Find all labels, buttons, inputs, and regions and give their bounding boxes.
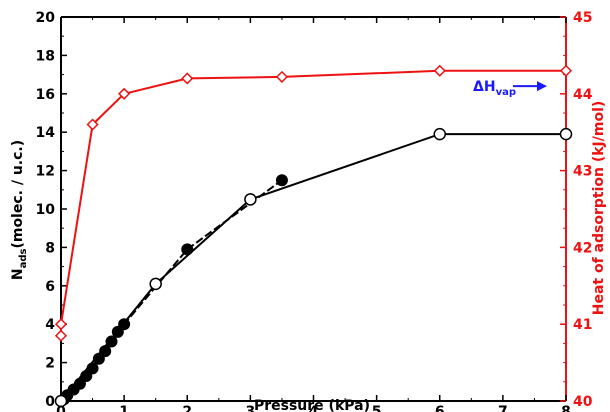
adsorption-point-open [559,127,573,141]
heat-point-diamond [275,70,288,83]
heat-point-diamond [54,318,68,331]
adsorption-point-filled [73,377,86,390]
y-tick-label: 10 [36,202,56,218]
y-tick-label: 14 [36,125,56,141]
delta-h-label-subscript: vap [496,87,516,98]
delta-h-label-main: ΔH [473,79,496,95]
adsorption-open-line [60,133,566,402]
adsorption-point-filled [181,243,194,256]
axis-ticks [60,16,567,402]
heat-of-adsorption-line [60,69,566,336]
x-tick-label: 3 [246,404,256,412]
x-tick-label: 6 [435,404,445,412]
y-tick-label: 6 [45,279,55,295]
y2-tick-label: 41 [573,317,592,333]
y2-tick-label: 42 [573,240,592,256]
y-tick-label: 8 [45,240,55,256]
heat-point-diamond [559,64,573,77]
delta-h-vap-annotation: ΔHvap [473,79,547,98]
delta-h-vap-arrowhead [537,81,547,92]
adsorption-point-filled [105,335,118,348]
adsorption-point-open [54,394,68,408]
x-tick-label: 4 [309,404,319,412]
adsorption-point-open [244,193,257,206]
adsorption-point-filled [92,352,105,365]
x-tick-label: 8 [561,404,571,412]
y-tick-label: 12 [36,164,55,180]
heat-point-diamond [433,64,446,77]
y-axis-title-main: N [10,268,26,280]
y-axis-title-subscript: ads [18,249,29,269]
adsorption-point-filled [275,174,288,187]
series-lines [60,69,566,402]
y2-tick-label: 45 [573,10,592,26]
y-axis-title: Nads(molec. / u.c.) [10,140,29,280]
y2-tick-label: 44 [573,87,593,103]
adsorption-point-open [433,127,446,141]
y-tick-label: 16 [36,87,55,103]
heat-point-diamond [118,87,131,100]
y-tick-label: 20 [36,10,56,26]
x-tick-label: 0 [56,404,66,412]
adsorption-point-filled [111,325,124,338]
x-axis-title: Pressure (kPa) [254,398,370,412]
adsorption-point-filled [99,345,112,358]
y-tick-label: 2 [45,356,55,372]
adsorption-point-filled [80,370,93,383]
plot-frame [60,16,567,402]
adsorption-point-filled [118,318,131,331]
y-tick-label: 0 [45,394,55,410]
x-tick-label: 2 [182,404,192,412]
x-tick-label: 5 [372,404,382,412]
adsorption-point-open [149,277,162,291]
y2-tick-label: 43 [573,164,592,180]
y2-axis-title: Heat of adsorption (kJ/mol) [591,101,607,316]
heat-point-diamond [54,329,68,342]
delta-h-vap-label: ΔHvap [473,79,516,98]
y-tick-label: 4 [45,317,55,333]
y-axis-title-units: (molec. / u.c.) [10,140,26,249]
series-markers [54,64,573,408]
y2-tick-label: 40 [573,394,593,410]
adsorption-point-filled [86,362,99,375]
heat-point-diamond [181,72,194,85]
x-tick-label: 1 [119,404,129,412]
y-tick-label: 18 [36,48,55,64]
x-tick-label: 7 [498,404,508,412]
heat-point-diamond [86,118,99,131]
